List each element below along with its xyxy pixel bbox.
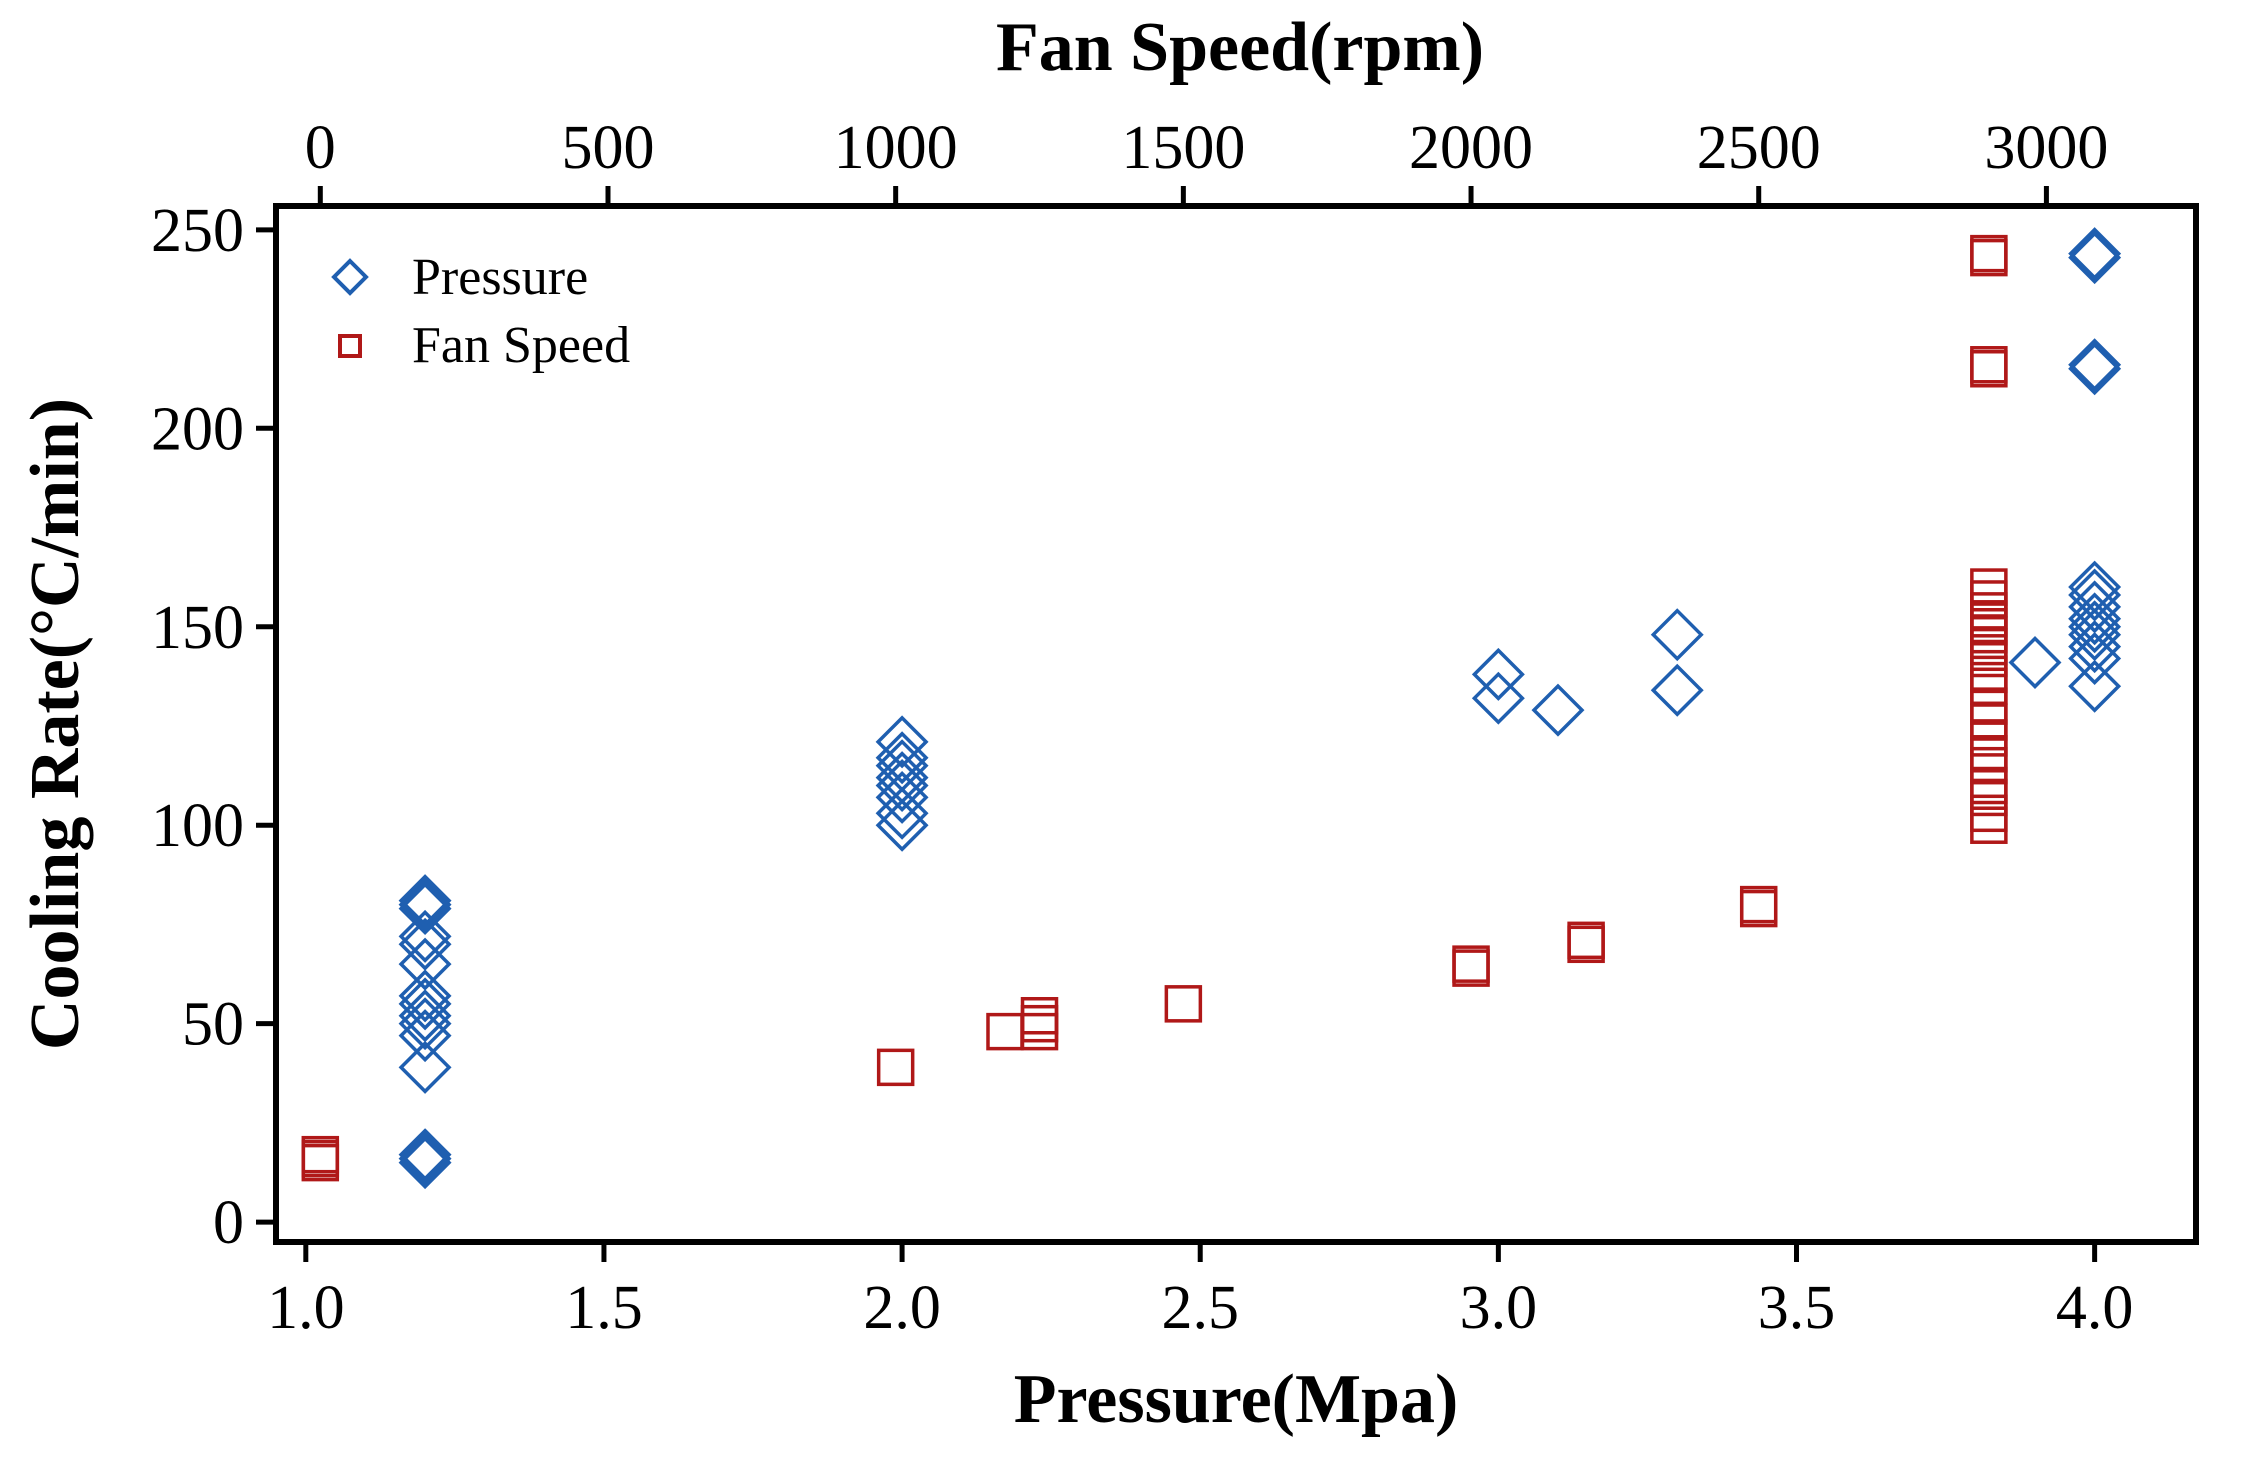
x2-tick-label: 3000 [1984,114,2108,182]
pressure-point [398,997,452,1051]
series-pressure [398,227,2122,1190]
fan-speed-point [1164,985,1203,1023]
pressure-point [398,909,452,963]
pressure-point [875,759,929,812]
x2-axis-title: Fan Speed(rpm) [996,9,1484,86]
fan-speed-point [1970,568,2008,606]
fan-speed-point [1452,945,1490,983]
fan-speed-point [301,1135,340,1174]
legend-label-fan-speed: Fan Speed [412,317,630,374]
x-tick-label: 1.5 [565,1274,643,1342]
pressure-point [875,751,929,805]
y-tick-label: 0 [213,1189,244,1257]
pressure-point [875,798,929,852]
pressure-point [2068,659,2122,713]
x-tick-label: 1.0 [267,1274,345,1342]
pressure-point [2068,560,2122,614]
y-axis: 0 50 100 150 200 250 [151,197,276,1257]
x2-tick-label: 0 [305,114,336,182]
pressure-point [398,1132,452,1186]
fan-speed-point [1567,921,1605,960]
pressure-point [2068,580,2122,634]
x2-tick-label: 500 [561,114,654,182]
x-tick-label: 2.5 [1161,1274,1239,1342]
x-tick-label: 3.5 [1758,1274,1836,1342]
y-tick-label: 50 [182,991,244,1059]
pressure-point [2068,620,2122,674]
plot-frame [273,203,2199,1245]
pressure-point [398,969,452,1023]
x2-tick-label: 2500 [1697,114,1821,182]
pressure-point [875,715,929,769]
fan-speed-point [1739,885,1778,924]
y-tick-label: 100 [151,792,244,860]
pressure-point [398,1128,452,1182]
pressure-point [398,1040,452,1094]
y-tick-label: 150 [151,594,244,662]
legend-square-marker [338,334,362,358]
pressure-point [398,878,452,932]
x2-tick-label: 1500 [1121,114,1245,182]
x-axis-bottom: 1.0 1.5 2.0 2.5 3.0 3.5 4.0 [267,1242,2133,1342]
pressure-point [398,937,452,991]
fan-speed-point [1970,766,2008,805]
legend-label-pressure: Pressure [412,249,588,306]
pressure-point [2068,568,2122,622]
pressure-point [2068,632,2122,685]
pressure-point [398,917,452,971]
pressure-point [1650,663,1704,717]
fan-speed-point [876,1048,915,1087]
pressure-point [2068,338,2122,392]
fan-speed-point [1970,346,2008,384]
fan-speed-point [1020,1004,1059,1043]
fan-speed-point [1970,687,2008,725]
series-fan-speed [301,234,2008,1182]
pressure-point [398,977,452,1031]
pressure-point [2068,227,2122,281]
x-tick-label: 4.0 [2056,1274,2134,1342]
fan-speed-point [1970,234,2008,273]
x-tick-label: 3.0 [1460,1274,1538,1342]
pressure-point [2068,600,2122,654]
pressure-point [875,739,929,793]
legend-diamond-marker [331,258,369,296]
pressure-point [2008,636,2062,689]
pressure-point [2068,231,2122,285]
pressure-point [2068,342,2122,396]
pressure-point [398,1136,452,1190]
x-axis-title: Pressure(Mpa) [1014,1361,1459,1438]
y-tick-label: 250 [151,197,244,265]
y-tick-label: 200 [151,395,244,463]
pressure-point [1531,683,1585,737]
fan-speed-point [1020,996,1059,1035]
pressure-point [398,874,452,928]
pressure-point [1471,671,1525,725]
x-tick-label: 2.0 [863,1274,941,1342]
pressure-point [398,882,452,936]
legend: Pressure Fan Speed [331,249,630,374]
x2-tick-label: 2000 [1409,114,1533,182]
pressure-point [398,1009,452,1063]
x2-tick-label: 1000 [834,114,958,182]
pressure-point [1471,647,1525,701]
pressure-point [1650,608,1704,662]
pressure-point [2068,592,2122,646]
fan-speed-point [986,1012,1024,1051]
pressure-point [398,989,452,1043]
x-axis-top: 0 500 1000 1500 2000 2500 3000 [305,114,2108,206]
pressure-point [875,770,929,824]
y-axis-title: Cooling Rate(°C/min) [17,398,94,1050]
